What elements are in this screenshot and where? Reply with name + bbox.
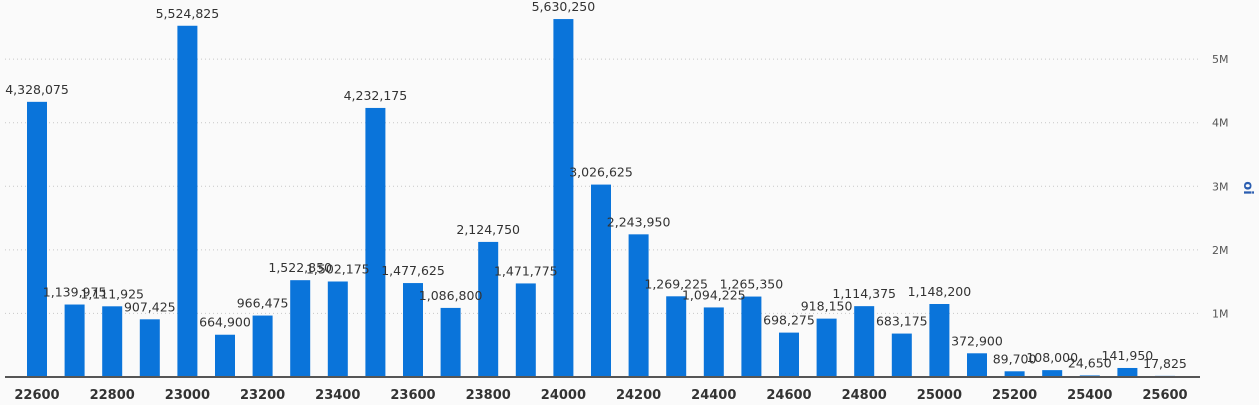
data-label: 966,475 (237, 296, 289, 311)
bar (703, 307, 724, 377)
x-tick-label: 22600 (14, 388, 59, 403)
x-tick-label: 23800 (466, 388, 511, 403)
bar (741, 296, 762, 377)
bar (290, 280, 311, 377)
data-label: 3,026,625 (569, 165, 633, 180)
data-label: 683,175 (876, 314, 928, 329)
data-label: 1,148,200 (908, 284, 972, 299)
bar (891, 333, 912, 377)
y-tick-label: 2M (1212, 244, 1229, 257)
x-tick-label: 25200 (992, 388, 1037, 403)
data-label: 918,150 (801, 299, 853, 314)
data-label: 24,650 (1068, 355, 1112, 370)
bar (816, 318, 837, 377)
x-tick-label: 23200 (240, 388, 285, 403)
x-tick-label: 24200 (616, 388, 661, 403)
y-tick-label: 3M (1212, 180, 1229, 193)
x-tick-label: 23600 (390, 388, 435, 403)
data-label: 5,524,825 (156, 6, 220, 21)
data-label: 2,124,750 (456, 222, 520, 237)
bar (1004, 371, 1025, 377)
bar (779, 332, 799, 377)
data-label: 141,950 (1102, 348, 1154, 363)
x-tick-label: 25000 (917, 388, 962, 403)
x-tick-label: 24400 (691, 388, 736, 403)
bar (177, 25, 198, 377)
bar (327, 281, 348, 377)
bar (1117, 367, 1138, 377)
x-tick-label: 25400 (1067, 388, 1112, 403)
x-tick-label: 22800 (90, 388, 135, 403)
data-label: 1,139,975 (43, 285, 107, 300)
x-tick-label: 24600 (766, 388, 811, 403)
x-tick-label: 23000 (165, 388, 210, 403)
data-label: 1,522,850 (268, 260, 332, 275)
bar (102, 306, 123, 377)
bar (515, 283, 536, 377)
data-label: 1,471,775 (494, 263, 558, 278)
data-label: 1,111,925 (80, 286, 144, 301)
data-label: 2,243,950 (607, 214, 671, 229)
data-label: 1,265,350 (720, 277, 784, 292)
data-label: 4,328,075 (5, 82, 69, 97)
data-label: 89,700 (993, 351, 1037, 366)
x-tick-label: 24000 (541, 388, 586, 403)
y-tick-label: 1M (1212, 307, 1229, 320)
data-label: 907,425 (124, 299, 176, 314)
bar (478, 241, 499, 377)
data-label: 1,114,375 (832, 286, 896, 301)
bar (403, 283, 423, 377)
y-tick-label: 5M (1212, 53, 1229, 66)
bar (929, 304, 950, 377)
data-label: 664,900 (199, 315, 251, 330)
data-label: 1,094,225 (682, 287, 746, 302)
bar (1042, 370, 1063, 377)
data-label: 1,477,625 (381, 263, 445, 278)
bar (553, 19, 574, 378)
data-label: 1,269,225 (644, 276, 708, 291)
x-tick-label: 24800 (842, 388, 887, 403)
data-label: 17,825 (1143, 356, 1187, 371)
bar (967, 353, 987, 377)
data-label: 108,000 (1026, 350, 1078, 365)
x-tick-label: 25600 (1142, 388, 1187, 403)
data-label: 1,502,175 (306, 261, 370, 276)
bar (666, 296, 687, 377)
data-label: 5,630,250 (532, 0, 596, 14)
data-label: 698,275 (763, 313, 815, 328)
data-label: 1,086,800 (419, 288, 483, 303)
data-label: 372,900 (951, 333, 1003, 348)
bar (854, 306, 875, 377)
y-axis-label: oi (1240, 181, 1255, 194)
bar (27, 101, 47, 377)
bar (440, 307, 461, 377)
bar (139, 319, 160, 377)
bar (215, 334, 235, 377)
bar (252, 315, 273, 377)
bar (628, 234, 649, 377)
bar (365, 107, 386, 377)
x-tick-label: 23400 (315, 388, 360, 403)
bar (591, 184, 611, 377)
data-label: 4,232,175 (344, 88, 408, 103)
bar (64, 304, 85, 377)
y-tick-label: 4M (1212, 117, 1229, 130)
